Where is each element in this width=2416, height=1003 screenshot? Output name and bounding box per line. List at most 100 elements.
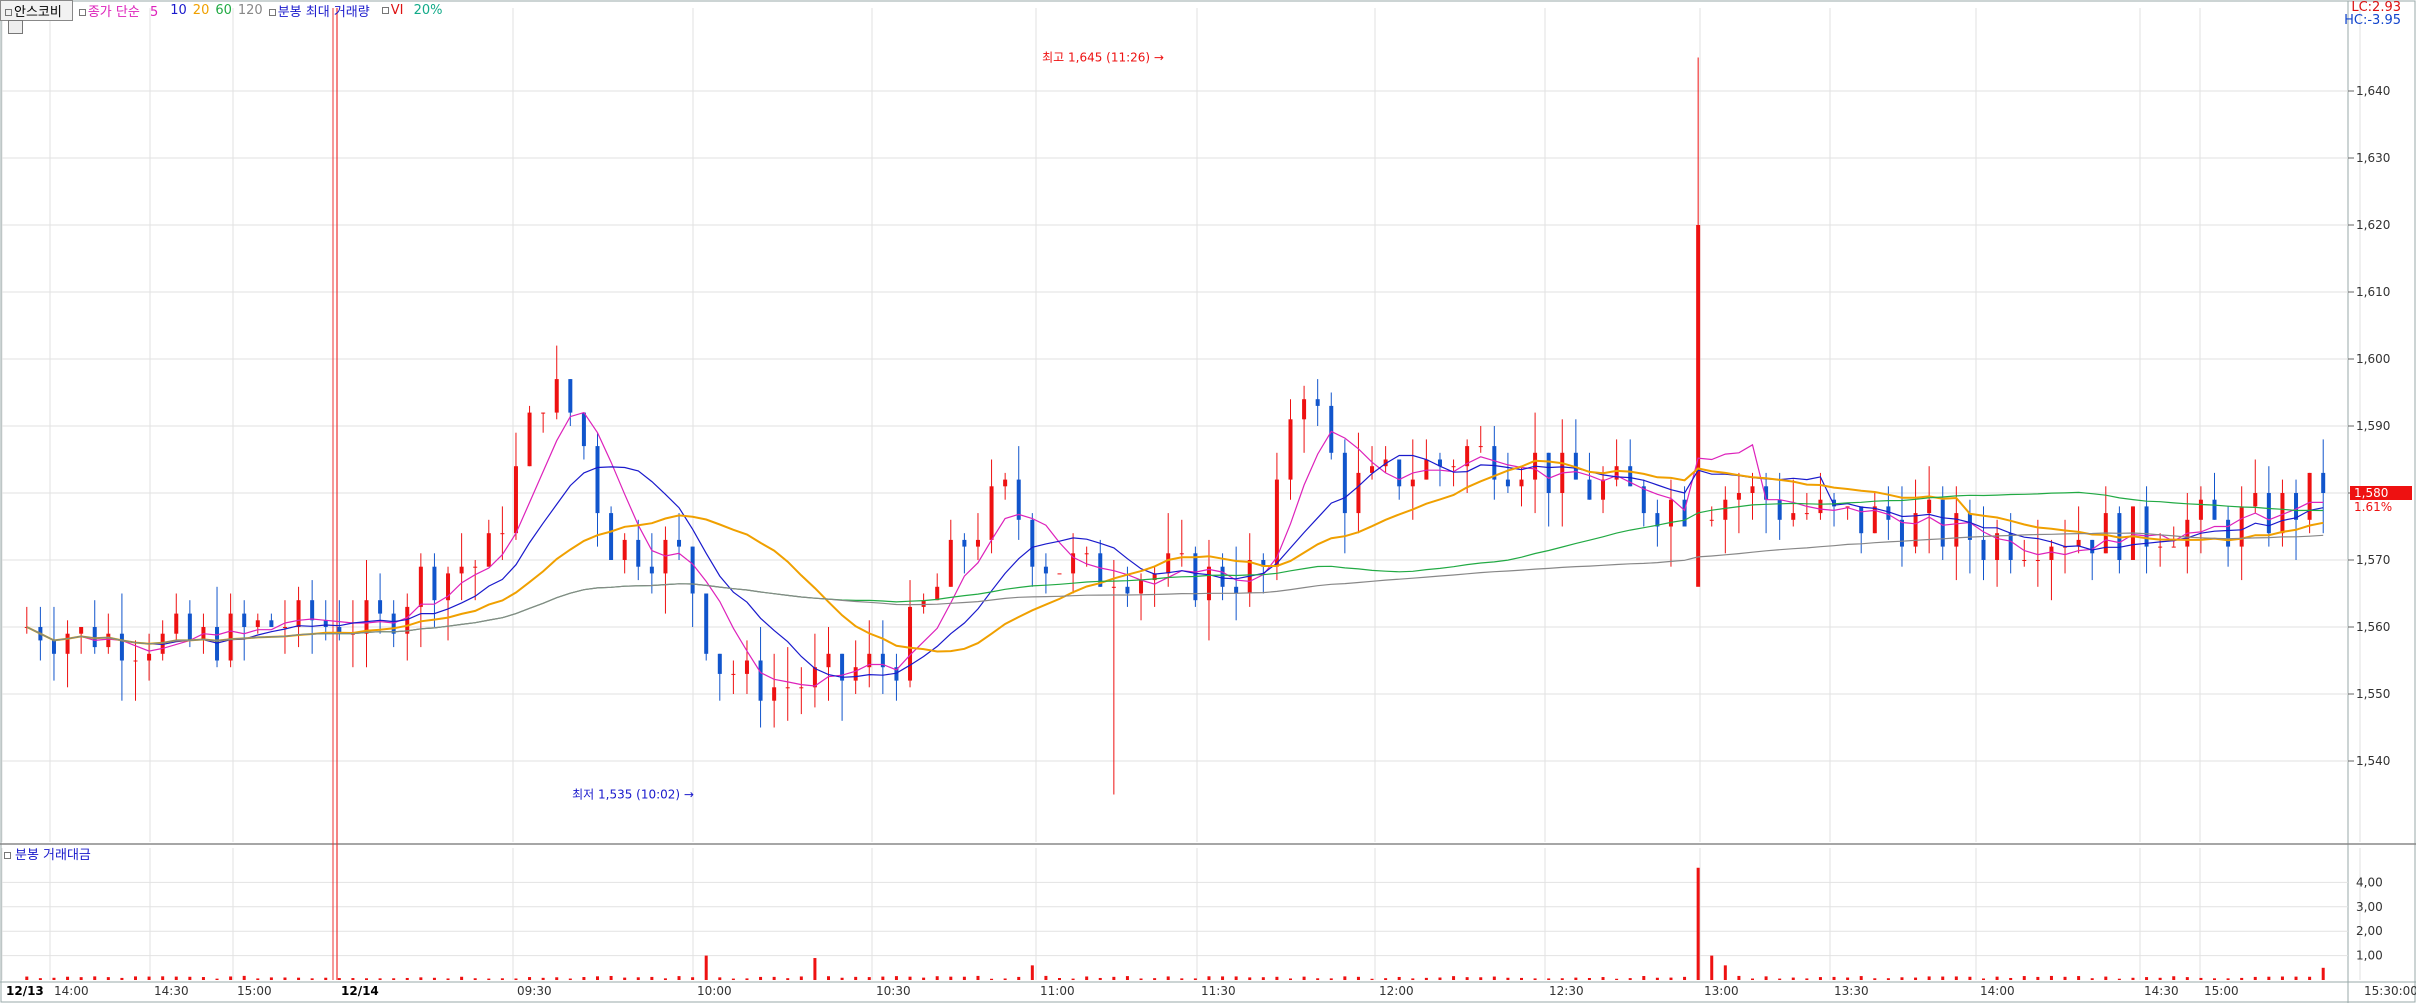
candle-body <box>1940 499 1945 547</box>
volume-bar <box>1723 965 1727 980</box>
volume-bar <box>1465 977 1469 980</box>
candle-body <box>2158 546 2163 548</box>
volume-bar <box>1669 977 1673 980</box>
candle-body <box>513 466 518 534</box>
volume-bar <box>147 976 151 980</box>
candle-body <box>1220 566 1225 587</box>
volume-bar <box>93 976 97 980</box>
volume-legend-label: 분봉 최대 거래량 <box>277 4 370 20</box>
candle-body <box>1234 586 1239 594</box>
volume-bar <box>1139 978 1143 980</box>
candle-body <box>174 613 179 634</box>
candle-body <box>1370 466 1375 473</box>
current-price-change: 1.61% <box>2354 500 2392 514</box>
volume-bar <box>1968 976 1972 980</box>
volume-bar <box>2213 978 2216 980</box>
candle-body <box>948 539 953 587</box>
volume-bar <box>772 976 776 980</box>
candle-body <box>677 539 682 547</box>
volume-bar <box>297 977 301 980</box>
candle-body <box>1315 399 1320 406</box>
candle-body <box>2226 519 2231 547</box>
candle-body <box>1261 560 1266 567</box>
volume-panel-title[interactable]: 분봉 거래대금 <box>4 844 91 863</box>
volume-bar <box>2158 977 2162 980</box>
candle-body <box>622 539 627 560</box>
candle-body <box>1465 446 1470 467</box>
candle-body <box>79 627 84 634</box>
candle-body <box>2144 506 2149 547</box>
vi-legend[interactable]: VI 20% <box>381 3 449 18</box>
candle-body <box>636 539 641 567</box>
candle-body <box>500 533 505 535</box>
symbol-selector[interactable]: 안스코비 <box>0 0 73 21</box>
volume-legend[interactable]: 분봉 최대 거래량 <box>268 1 376 20</box>
candle-body <box>1668 499 1673 527</box>
volume-bar <box>1737 975 1741 980</box>
volume-bar <box>1818 977 1822 980</box>
candle-body <box>1804 513 1809 515</box>
volume-bar <box>1927 976 1931 980</box>
candle-body <box>1451 466 1456 468</box>
candle-body <box>2076 539 2081 547</box>
volume-bar <box>201 977 205 980</box>
volume-bar <box>283 977 287 980</box>
volume-bar <box>813 958 817 980</box>
annotations: 최고 1,645 (11:26) → 최저 1,535 (10:02) → 1,58… <box>572 51 2412 802</box>
volume-bar <box>555 977 559 980</box>
candle-body <box>1139 580 1144 594</box>
volume-bar <box>1125 976 1129 980</box>
volume-bar <box>446 978 450 980</box>
volume-bar <box>1316 978 1320 980</box>
volume-tick-label: 1,00 <box>2356 949 2383 963</box>
price-tick-label: 1,600 <box>2356 352 2390 366</box>
volume-bar <box>718 977 722 980</box>
volume-bar <box>704 955 708 980</box>
volume-bar <box>1044 975 1048 980</box>
volume-bar <box>269 977 273 980</box>
volume-bar <box>1520 977 1523 980</box>
time-tick-label: 11:00 <box>1040 984 1075 998</box>
volume-bar <box>1778 978 1782 980</box>
ma-line-5 <box>26 411 2324 687</box>
volume-bar <box>242 975 246 980</box>
candle-body <box>1845 506 1850 508</box>
volume-bar <box>2321 967 2325 980</box>
price-tick-label: 1,610 <box>2356 285 2390 299</box>
volume-bar <box>867 977 871 980</box>
volume-bar <box>2077 976 2081 980</box>
candle-body <box>378 600 383 614</box>
ma60-label: 60 <box>215 2 232 18</box>
volume-bar <box>134 976 137 980</box>
candle-body <box>1274 479 1279 567</box>
volume-bar <box>2131 977 2135 980</box>
time-tick-label: 14:30 <box>2144 984 2179 998</box>
candle-body <box>1505 479 1510 487</box>
volume-bar <box>1384 978 1388 980</box>
high-annotation: 최고 1,645 (11:26) → <box>1042 51 1164 65</box>
ma-legend[interactable]: 종가 단순 5 <box>78 1 164 20</box>
volume-bar <box>636 977 640 980</box>
candle-body <box>704 593 709 654</box>
volume-bar <box>1207 976 1211 980</box>
candle-body <box>1424 459 1429 480</box>
volume-bar <box>432 977 436 980</box>
candle-body <box>1356 472 1361 514</box>
candle-body <box>894 667 899 681</box>
volume-bar <box>2185 977 2189 980</box>
volume-bar <box>1017 976 1021 980</box>
candle-body <box>92 627 97 648</box>
volume-bar <box>2226 978 2230 980</box>
volume-bar <box>1221 976 1225 980</box>
candle-body <box>975 539 980 547</box>
candle-body <box>1614 466 1619 480</box>
volume-bar <box>922 977 926 980</box>
candle-body <box>1709 519 1714 521</box>
table-view-icon[interactable] <box>8 20 23 34</box>
candle-body <box>1981 539 1986 560</box>
volume-bar <box>106 977 110 980</box>
candle-body <box>1410 479 1415 487</box>
volume-bar <box>1791 977 1795 980</box>
candle-body <box>568 379 573 413</box>
